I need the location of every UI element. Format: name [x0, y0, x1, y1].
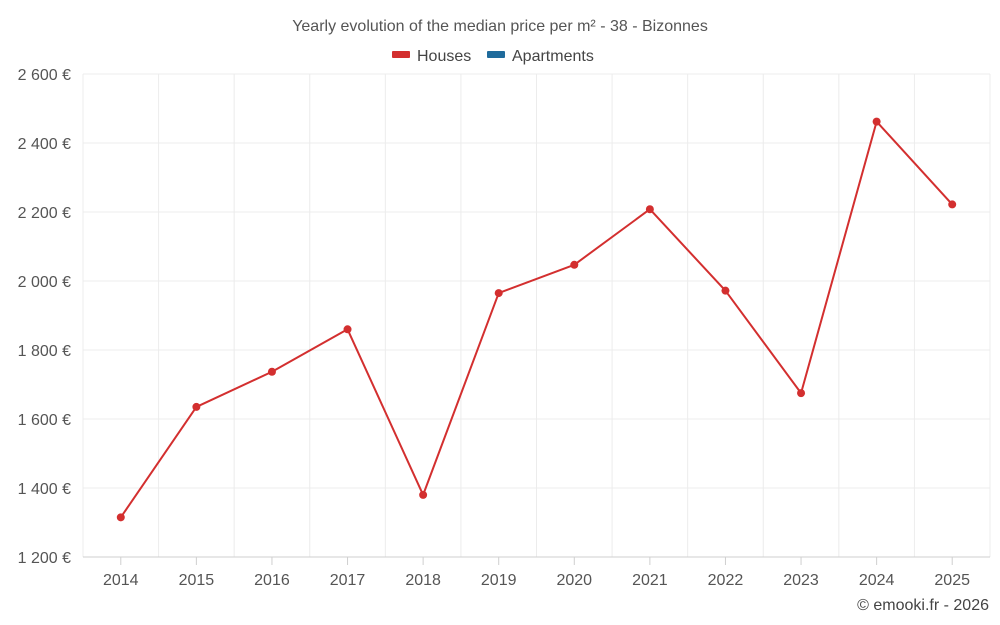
axes: 1 200 € 1 400 € 1 600 € 1 800 € 2 000 € 2 200… [18, 67, 990, 589]
grid-lines [82, 73, 991, 557]
y-tick-label: 2 200 € [18, 205, 71, 222]
x-tick-label: 2016 [254, 572, 290, 589]
legend-swatch-apartments [487, 51, 505, 58]
series-points [116, 117, 957, 522]
x-tick-label: 2017 [330, 572, 366, 589]
legend-item-houses[interactable]: Houses [392, 48, 471, 65]
legend-item-apartments[interactable]: Apartments [487, 48, 594, 65]
legend-label-apartments: Apartments [512, 48, 594, 65]
data-point-houses-2025[interactable] [948, 200, 957, 209]
chart-title: Yearly evolution of the median price per… [292, 18, 708, 35]
data-point-houses-2019[interactable] [494, 289, 503, 298]
data-point-houses-2018[interactable] [419, 490, 428, 499]
data-point-houses-2020[interactable] [570, 260, 579, 269]
data-point-houses-2023[interactable] [797, 389, 806, 398]
x-tick-label: 2015 [179, 572, 215, 589]
y-tick-label: 1 800 € [18, 343, 71, 360]
x-tick-label: 2022 [708, 572, 744, 589]
data-point-houses-2024[interactable] [872, 117, 881, 126]
series-lines [119, 120, 953, 518]
data-point-houses-2015[interactable] [192, 402, 201, 411]
x-tick-label: 2019 [481, 572, 517, 589]
legend-label-houses: Houses [417, 48, 471, 65]
x-tick-label: 2024 [859, 572, 895, 589]
y-tick-label: 1 200 € [18, 550, 71, 567]
x-tick-label: 2023 [783, 572, 819, 589]
series-line-houses [119, 120, 953, 518]
chart-legend: Houses Apartments [392, 48, 594, 65]
x-tick-label: 2021 [632, 572, 668, 589]
x-tick-label: 2020 [556, 572, 592, 589]
data-point-houses-2017[interactable] [343, 325, 352, 334]
x-tick-label: 2025 [934, 572, 970, 589]
y-tick-label: 2 600 € [18, 67, 71, 84]
credit-text: © emooki.fr - 2026 [857, 597, 989, 614]
data-point-houses-2014[interactable] [116, 513, 125, 522]
y-tick-label: 2 000 € [18, 274, 71, 291]
x-tick-label: 2018 [405, 572, 441, 589]
data-point-houses-2022[interactable] [721, 286, 730, 295]
x-tick-label: 2014 [103, 572, 139, 589]
legend-swatch-houses [392, 51, 410, 58]
y-tick-label: 1 600 € [18, 412, 71, 429]
y-tick-label: 1 400 € [18, 481, 71, 498]
data-point-houses-2016[interactable] [267, 367, 276, 376]
data-point-houses-2021[interactable] [645, 205, 654, 214]
y-tick-label: 2 400 € [18, 136, 71, 153]
